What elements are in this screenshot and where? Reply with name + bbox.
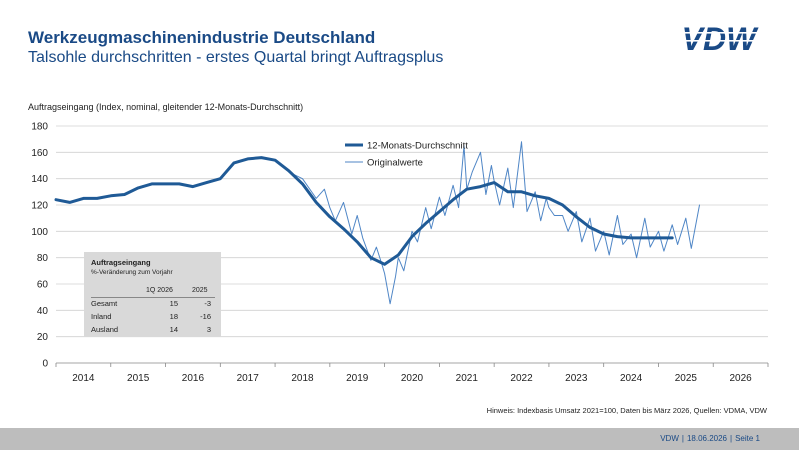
y-axis-label: Auftragseingang (Index, nominal, gleiten…: [28, 102, 304, 112]
legend-layer: 12-Monats-Durchschnitt Originalwerte: [345, 141, 468, 169]
box-row-label: Inland: [91, 312, 112, 321]
x-tick-label: 2016: [182, 373, 205, 384]
order-intake-box: Auftragseingang %-Veränderung zum Vorjah…: [84, 252, 221, 337]
y-tick-label: 20: [37, 332, 49, 343]
x-tick-label: 2023: [565, 373, 588, 384]
x-tick-label: 2018: [291, 373, 314, 384]
footer-bar: VDW | 18.06.2026 | Seite 1: [0, 428, 799, 450]
legend-label-originalwerte: Originalwerte: [367, 158, 423, 169]
box-row-value-q1: 14: [169, 325, 178, 334]
y-tick-label: 60: [37, 280, 49, 291]
box-row-label: Gesamt: [91, 299, 118, 308]
x-tick-label: 2020: [401, 373, 424, 384]
x-tick-label: 2019: [346, 373, 369, 384]
box-row-label: Ausland: [91, 325, 119, 334]
y-tick-label: 160: [31, 148, 48, 159]
y-tick-label: 140: [31, 174, 48, 185]
footer-page: Seite 1: [735, 434, 760, 443]
box-row-value-year: -16: [200, 312, 211, 321]
chart-subtitle: Talsohle durchschritten - erstes Quartal…: [28, 49, 444, 66]
y-tick-label: 100: [31, 227, 48, 238]
box-row-value-year: -3: [204, 299, 211, 308]
box-subtitle: %-Veränderung zum Vorjahr: [91, 269, 173, 276]
box-row-value-q1: 18: [169, 312, 178, 321]
box-title: Auftragseingang: [91, 258, 151, 267]
y-tick-label: 0: [42, 359, 48, 370]
box-divider: [91, 297, 215, 298]
legend-label-12-monats: 12-Monats-Durchschnitt: [367, 141, 468, 152]
y-tick-label: 80: [37, 253, 49, 264]
box-row-value-year: 3: [206, 325, 211, 334]
axis-layer: 0 20 40 60 80 100 120 140 160 180 2014 2015 2016 2017…: [31, 122, 769, 384]
x-tick-label: 2021: [456, 373, 479, 384]
series-layer: [54, 141, 700, 305]
x-tick-label: 2026: [729, 373, 752, 384]
box-row-value-q1: 15: [169, 299, 178, 308]
source-note: Hinweis: Indexbasis Umsatz 2021=100, Dat…: [486, 406, 767, 415]
box-col2-header: 2025: [192, 287, 208, 294]
footer-org: VDW: [660, 434, 679, 443]
y-tick-label: 40: [37, 306, 49, 317]
vdw-logo: VDW: [670, 22, 768, 54]
x-tick-label: 2015: [127, 373, 150, 384]
x-tick-label: 2024: [620, 373, 643, 384]
x-tick-label: 2022: [510, 373, 533, 384]
chart-title: Werkzeugmaschinenindustrie Deutschland: [28, 28, 376, 47]
box-col1-header: 1Q 2026: [146, 287, 173, 294]
footer-date: 18.06.2026: [686, 434, 728, 443]
line-chart: 0 20 40 60 80 100 120 140 160 180 2014 2015 2016 2017…: [31, 122, 769, 384]
y-tick-label: 120: [31, 201, 48, 212]
x-tick-label: 2025: [675, 373, 698, 384]
series-line-originalwerte: [288, 141, 700, 305]
y-tick-label: 180: [31, 122, 48, 133]
footer-text: VDW | 18.06.2026 | Seite 1: [657, 434, 763, 443]
series-line-12-monats-durchschnitt: [54, 156, 674, 266]
vdw-logo-text: VDW: [682, 22, 759, 54]
x-tick-label: 2014: [72, 373, 95, 384]
x-tick-label: 2017: [237, 373, 260, 384]
